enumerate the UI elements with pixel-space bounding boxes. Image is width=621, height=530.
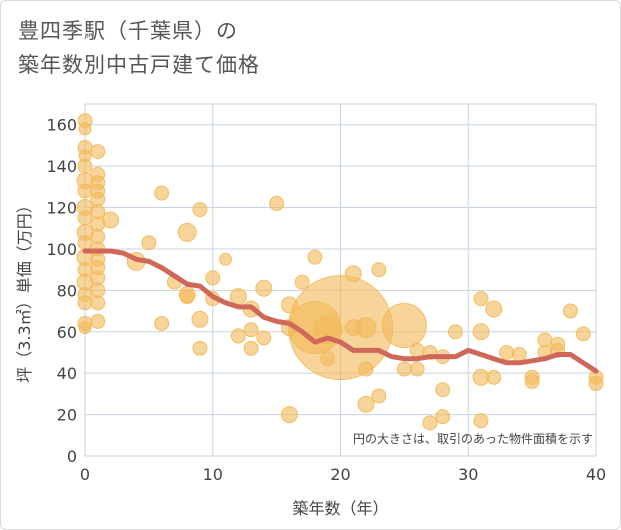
chart-title: 豊四季駅（千葉県）の 築年数別中古戸建て価格 (18, 14, 260, 82)
data-bubble (294, 274, 310, 290)
x-tick-label: 40 (586, 465, 606, 484)
y-tick-label: 0 (67, 447, 77, 466)
data-bubble (90, 270, 106, 286)
data-bubble (447, 324, 463, 340)
y-tick-label: 40 (57, 364, 77, 383)
data-bubble (77, 183, 93, 199)
data-bubble (409, 361, 425, 377)
data-bubble (358, 361, 374, 377)
data-bubble (90, 144, 106, 160)
data-bubble (179, 289, 195, 305)
data-bubble (141, 235, 157, 251)
data-bubble (524, 373, 540, 389)
data-bubble (77, 262, 93, 278)
data-bubble (396, 361, 412, 377)
data-bubble (90, 229, 106, 245)
data-bubble (499, 344, 515, 360)
data-bubble (78, 149, 92, 163)
data-bubble (90, 216, 106, 232)
data-bubble (243, 322, 259, 338)
data-bubble (344, 265, 362, 283)
data-bubble (154, 315, 170, 331)
data-bubble (320, 351, 336, 367)
data-bubble (269, 195, 285, 211)
data-bubble (280, 296, 298, 314)
x-tick-labels: 0 10 20 30 40 (80, 465, 606, 484)
data-bubble (435, 409, 451, 425)
data-bubble (77, 235, 93, 251)
data-bubble (192, 340, 208, 356)
data-bubble (78, 321, 92, 335)
trend-line (82, 248, 599, 374)
data-bubble (90, 204, 106, 220)
data-bubble (313, 315, 343, 345)
x-tick-label: 30 (458, 465, 478, 484)
y-tick-label: 120 (46, 199, 77, 218)
data-bubble (177, 222, 197, 242)
data-bubble (205, 270, 221, 286)
data-bubble (256, 330, 272, 346)
data-bubble (511, 347, 527, 363)
data-bubble (154, 185, 170, 201)
data-bubble (371, 262, 387, 278)
data-bubble (409, 342, 425, 358)
data-bubble (77, 210, 93, 226)
x-tick-label: 10 (203, 465, 223, 484)
data-bubble (280, 406, 298, 424)
data-bubble (486, 369, 502, 385)
data-bubble (575, 326, 591, 342)
data-bubble (422, 415, 438, 431)
data-bubble (537, 332, 553, 348)
data-bubble (562, 303, 578, 319)
data-bubble (90, 313, 106, 329)
data-bubble (435, 382, 451, 398)
x-axis-label: 築年数（年） (292, 499, 388, 518)
data-bubble (357, 395, 375, 413)
data-bubble (307, 249, 323, 265)
data-bubble (77, 295, 93, 311)
y-tick-label: 100 (46, 240, 77, 259)
data-bubble (191, 310, 209, 328)
y-tick-label: 80 (57, 281, 77, 300)
y-tick-label: 60 (57, 323, 77, 342)
x-tick-label: 20 (330, 465, 350, 484)
data-bubble (472, 323, 490, 341)
data-bubble (255, 279, 273, 297)
data-bubble (230, 328, 246, 344)
data-bubble (229, 288, 247, 306)
data-bubble (192, 202, 208, 218)
data-bubble (90, 295, 106, 311)
data-bubble (473, 291, 489, 307)
y-tick-label: 140 (46, 157, 77, 176)
data-bubble (344, 319, 362, 337)
y-tick-labels: 0 20 40 60 80 100 120 140 160 (46, 116, 77, 466)
data-bubble (219, 252, 233, 266)
bubble-size-note: 円の大きさは、取引のあった物件面積を示す (353, 431, 593, 446)
data-bubble (485, 300, 503, 318)
grid (84, 103, 597, 457)
x-tick-label: 0 (80, 465, 90, 484)
data-bubble (78, 122, 92, 136)
data-bubble (588, 376, 604, 392)
y-axis-label: 坪（3.3㎡）単価（万円） (15, 197, 34, 382)
y-tick-label: 160 (46, 116, 77, 135)
y-tick-label: 20 (57, 406, 77, 425)
data-bubble (381, 303, 427, 349)
bubble-layer (76, 113, 604, 431)
data-bubble (473, 413, 489, 429)
data-bubble (90, 191, 106, 207)
data-bubble (90, 282, 106, 298)
title-line-1: 豊四季駅（千葉県）の (18, 19, 238, 43)
title-line-2: 築年数別中古戸建て価格 (18, 53, 260, 77)
data-bubble (243, 340, 259, 356)
data-bubble (371, 388, 387, 404)
